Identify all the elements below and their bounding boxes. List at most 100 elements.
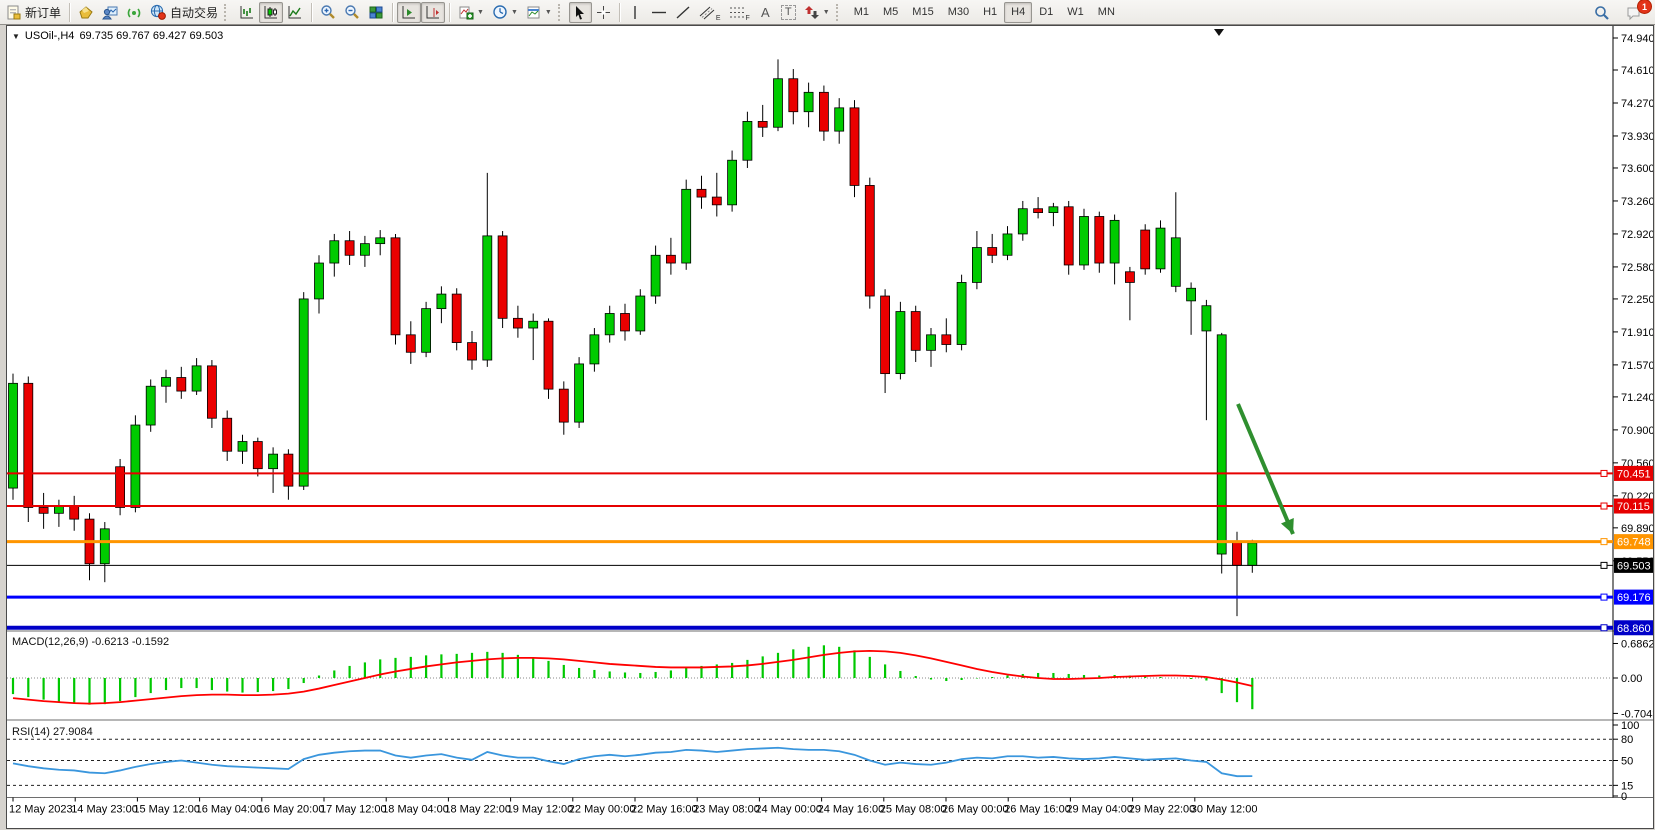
timeframe-mn-button[interactable]: MN [1097,6,1115,18]
bar-chart-button[interactable] [235,2,259,23]
candle-body[interactable] [711,196,722,206]
candle-body[interactable] [145,385,156,426]
candle-body[interactable] [834,107,845,132]
timeframe-m15-button[interactable]: M15 [912,6,934,18]
candle-body[interactable] [1201,305,1212,332]
toolbar-grip[interactable] [557,3,565,21]
candle-body[interactable] [1033,208,1043,214]
auto-scroll-button[interactable] [397,1,422,23]
candle-body[interactable] [8,382,18,489]
candle-body[interactable] [237,441,248,452]
candle-body[interactable] [558,388,569,423]
timeframe-m30-button[interactable]: M30 [947,6,970,18]
auto-trading-button[interactable]: 自动交易 [146,2,222,23]
candle-body[interactable] [972,247,982,283]
candle-body[interactable] [1140,229,1151,270]
candle-body[interactable] [620,313,630,332]
candle-body[interactable] [666,254,676,264]
candle-body[interactable] [467,342,477,361]
candle-body[interactable] [880,295,890,375]
candle-body[interactable] [1186,287,1196,302]
candle-body[interactable] [604,313,615,336]
candle-body[interactable] [742,121,753,161]
arrows-tool-button[interactable]: ▼ [800,2,834,23]
timeframe-d1-button[interactable]: D1 [1039,6,1054,18]
candle-body[interactable] [819,91,829,132]
candle-body[interactable] [451,293,462,343]
candle-body[interactable] [574,363,584,423]
candle-body[interactable] [1109,219,1120,264]
timeframe-m1-button[interactable]: M1 [853,6,870,18]
text-label-tool-button[interactable]: T [777,2,800,23]
candle-body[interactable] [1079,216,1089,266]
candle-body[interactable] [268,453,279,470]
candle-body[interactable] [589,334,600,365]
price-line-handle[interactable] [1600,561,1608,569]
horizontal-line-tool-button[interactable] [647,2,671,23]
cursor-tool-button[interactable] [568,1,592,23]
candle-body[interactable] [696,188,707,198]
candle-body[interactable] [528,320,539,329]
candle-body[interactable] [421,308,432,353]
one-click-expander-icon[interactable]: ▼ [12,31,20,41]
periods-button[interactable]: ▼ [488,2,522,23]
candle-body[interactable] [375,237,386,245]
timeframe-w1-button[interactable]: W1 [1067,6,1084,18]
candle-body[interactable] [543,320,554,390]
candle-body[interactable] [405,334,416,353]
candle-body[interactable] [956,282,967,345]
timeframe-h4-button[interactable]: H4 [1004,1,1033,23]
candle-body[interactable] [1094,216,1105,264]
candle-body[interactable] [1002,233,1013,256]
candle-body[interactable] [206,365,217,419]
toolbar-grip[interactable] [224,3,231,21]
chart-canvas[interactable]: 74.940 74.610 74.270 73.930 73.600 73.260 72.9… [7,26,1653,828]
text-tool-button[interactable]: A [754,2,777,23]
indicators-button[interactable]: ▼ [454,2,488,23]
channel-tool-button[interactable]: E [695,2,725,23]
price-line-handle[interactable] [1600,538,1608,546]
candle-body[interactable] [344,240,355,256]
notification-badge[interactable]: 1 [1637,0,1652,14]
candle-body[interactable] [436,293,447,310]
timeframe-m5-button[interactable]: M5 [883,6,899,18]
candle-body[interactable] [773,78,783,128]
candle-body[interactable] [1063,206,1074,266]
candle-body[interactable] [191,365,202,392]
trend-arrow-head[interactable] [1280,518,1294,534]
candle-body[interactable] [803,91,814,113]
candle-body[interactable] [329,240,340,264]
candle-body[interactable] [849,107,860,186]
candle-body[interactable] [161,377,171,387]
toolbar-grip[interactable] [835,3,843,21]
candle-body[interactable] [1048,206,1059,213]
candle-body[interactable] [727,159,737,206]
candle-body[interactable] [788,78,799,113]
candle-body[interactable] [23,382,34,508]
templates-button[interactable]: ▼ [522,2,556,23]
vertical-line-tool-button[interactable] [624,2,647,23]
candle-body[interactable] [314,262,324,300]
candle-body[interactable] [497,235,508,319]
new-order-button[interactable]: 新订单 [2,2,65,23]
candle-body[interactable] [176,377,187,392]
candle-body[interactable] [38,507,49,514]
chart-window[interactable]: ▼ USOil-,H4 69.735 69.767 69.427 69.503 … [6,25,1654,829]
price-line-handle[interactable] [1600,469,1608,477]
candle-body[interactable] [512,317,523,329]
price-line-handle[interactable] [1600,624,1608,632]
accounts-button[interactable] [98,2,122,23]
candle-body[interactable] [1170,237,1181,287]
candle-body[interactable] [482,235,493,361]
candle-body[interactable] [635,295,646,332]
candle-body[interactable] [222,417,233,452]
timeframe-h1-button[interactable]: H1 [983,6,998,18]
candle-body[interactable] [69,505,80,520]
trendline-tool-button[interactable] [671,2,695,23]
candle-body[interactable] [987,247,998,256]
candle-body[interactable] [115,466,125,508]
candle-body[interactable] [1232,541,1242,566]
candle-body[interactable] [390,237,401,336]
candle-body[interactable] [359,243,370,256]
candle-body[interactable] [650,254,661,297]
